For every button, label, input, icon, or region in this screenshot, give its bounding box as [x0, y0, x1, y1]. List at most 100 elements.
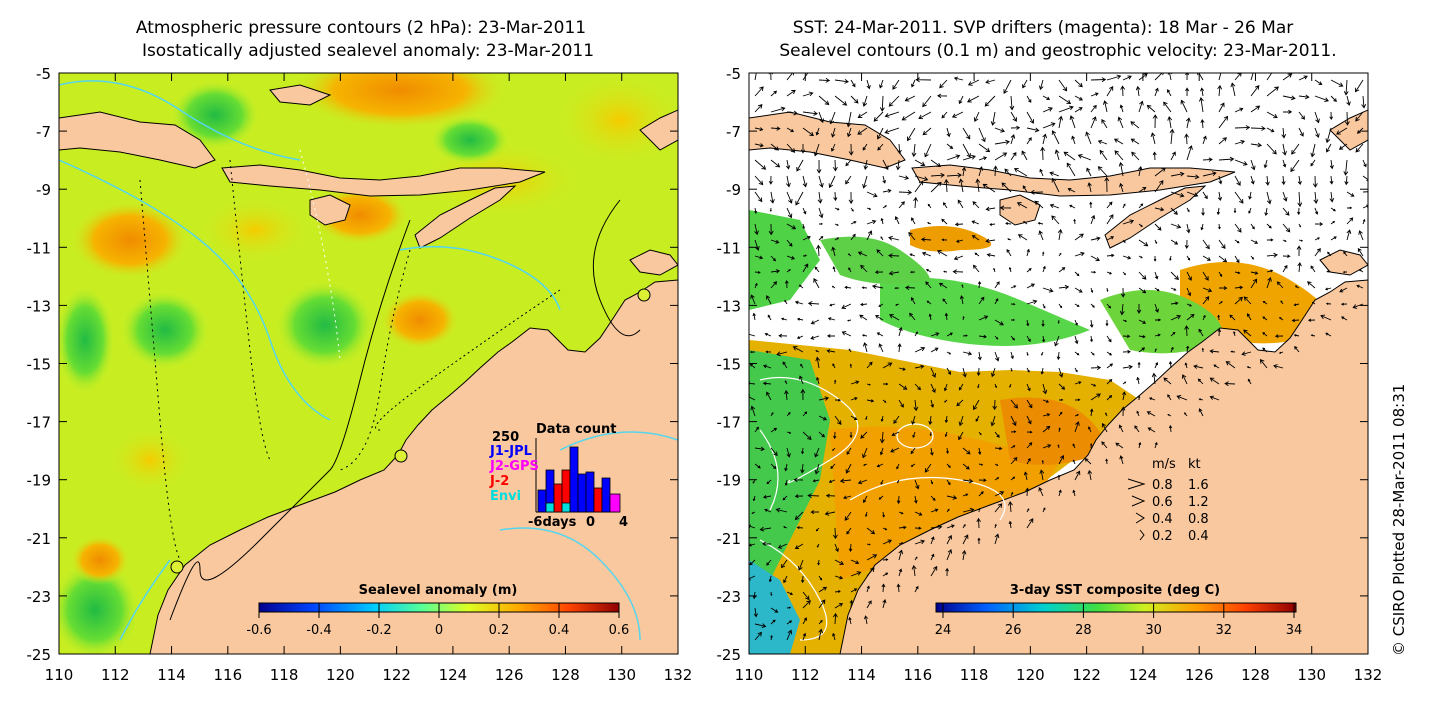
velocity-arrow — [880, 236, 884, 241]
velocity-arrow — [1138, 255, 1143, 259]
velocity-arrow — [978, 463, 984, 466]
velocity-arrow — [845, 463, 852, 474]
velocity-arrow — [876, 249, 884, 257]
velocity-arrow — [994, 477, 1000, 481]
velocity-arrow — [1197, 378, 1204, 385]
velocity-arrow — [800, 363, 804, 369]
velocity-arrow — [1234, 255, 1240, 264]
velocity-arrow — [1138, 347, 1146, 353]
velocity-arrow — [1358, 230, 1364, 241]
velocity-arrow — [951, 111, 964, 118]
velocity-arrow — [898, 542, 904, 545]
velocity-arrow — [1198, 398, 1204, 401]
velocity-arrow — [749, 575, 756, 581]
velocity-arrow — [786, 431, 792, 434]
velocity-arrow — [930, 565, 938, 577]
velocity-arrow — [1073, 218, 1076, 225]
velocity-arrow — [1314, 79, 1323, 85]
velocity-arrow — [846, 127, 852, 138]
velocity-arrow — [898, 549, 904, 561]
velocity-arrow — [910, 270, 916, 274]
right-colorbar-label: 3-day SST composite (deg C) — [1010, 583, 1220, 598]
velocity-arrow — [1202, 157, 1213, 162]
velocity-arrow — [1040, 146, 1046, 161]
velocity-arrow — [1042, 133, 1048, 145]
velocity-arrow — [802, 600, 811, 609]
velocity-arrow — [922, 127, 932, 136]
velocity-arrow — [766, 295, 772, 305]
velocity-arrow — [1138, 187, 1147, 193]
velocity-arrow — [930, 159, 942, 167]
colorbar-tick-label: 28 — [1075, 623, 1092, 638]
velocity-arrow — [850, 207, 854, 212]
velocity-arrow — [1296, 245, 1302, 257]
velocity-arrow — [786, 591, 794, 596]
velocity-arrow — [796, 159, 804, 172]
x-tick-label: 124 — [1129, 666, 1158, 684]
velocity-arrow — [914, 346, 926, 353]
velocity-arrow — [754, 446, 765, 452]
velocity-arrow — [1154, 348, 1157, 353]
velocity-arrow — [1186, 303, 1193, 307]
y-tick-label: -7 — [726, 123, 741, 141]
velocity-arrow — [1042, 413, 1051, 417]
velocity-arrow — [1122, 75, 1132, 81]
velocity-arrow — [1122, 349, 1131, 354]
velocity-arrow — [1135, 85, 1141, 97]
velocity-arrow — [1266, 269, 1274, 273]
velocity-arrow — [813, 143, 820, 157]
velocity-arrow — [850, 221, 857, 225]
velocity-arrow — [884, 111, 900, 118]
velocity-arrow — [1250, 255, 1255, 260]
velocity-arrow — [1281, 175, 1286, 186]
velocity-arrow — [754, 239, 760, 251]
velocity-arrow — [834, 398, 841, 402]
velocity-arrow — [814, 266, 820, 273]
velocity-arrow — [930, 508, 939, 513]
velocity-arrow — [1042, 399, 1050, 403]
velocity-arrow — [1010, 351, 1014, 360]
velocity-arrow — [982, 183, 996, 193]
velocity-arrow — [1120, 85, 1126, 97]
velocity-arrow — [849, 431, 853, 439]
velocity-arrow — [816, 159, 822, 174]
velocity-arrow — [1106, 271, 1112, 275]
velocity-arrow — [910, 447, 916, 455]
velocity-arrow — [1026, 137, 1032, 145]
velocity-arrow — [993, 267, 996, 273]
velocity-arrow — [914, 585, 919, 593]
velocity-arrow — [1186, 255, 1191, 261]
velocity-arrow — [1119, 182, 1124, 193]
velocity-arrow — [1266, 127, 1275, 133]
velocity-arrow — [1122, 334, 1131, 338]
velocity-arrow — [901, 111, 916, 121]
velocity-arrow — [1026, 127, 1040, 133]
velocity-arrow — [888, 270, 900, 276]
velocity-arrow — [754, 73, 757, 81]
velocity-arrow — [879, 95, 885, 112]
velocity-arrow — [866, 543, 871, 546]
velocity-arrow — [1074, 470, 1081, 481]
velocity-arrow — [1197, 73, 1204, 81]
velocity-arrow — [910, 463, 916, 467]
colorbar-tick-label: 0.4 — [549, 623, 570, 638]
velocity-arrow — [1170, 151, 1176, 161]
velocity-arrow — [861, 286, 868, 289]
velocity-arrow — [834, 223, 839, 226]
velocity-arrow — [832, 363, 836, 369]
velocity-arrow — [832, 527, 838, 540]
velocity-arrow — [880, 415, 884, 422]
velocity-arrow — [1184, 362, 1188, 369]
velocity-arrow — [961, 166, 967, 177]
velocity-arrow — [994, 298, 999, 305]
velocity-arrow — [766, 391, 772, 401]
velocity-arrow — [1184, 325, 1190, 337]
velocity-arrow — [796, 526, 804, 530]
velocity-arrow — [862, 342, 868, 353]
velocity-arrow — [945, 567, 949, 577]
velocity-arrow — [786, 255, 796, 260]
velocity-arrow — [1106, 214, 1114, 225]
velocity-arrow — [1021, 150, 1028, 161]
velocity-arrow — [1250, 105, 1261, 113]
velocity-arrow — [832, 159, 838, 172]
